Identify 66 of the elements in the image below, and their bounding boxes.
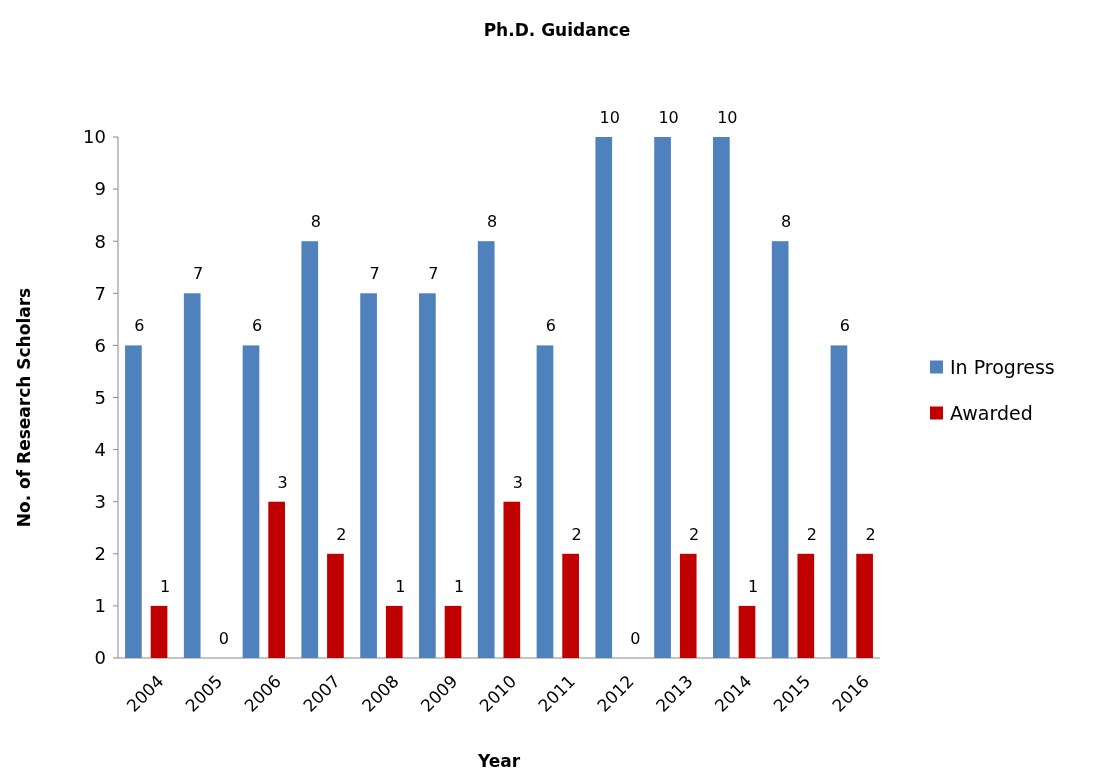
data-label: 1	[453, 576, 465, 596]
data-label: 8	[487, 212, 498, 232]
data-label: 10	[658, 108, 679, 127]
y-tick-label: 3	[94, 491, 106, 512]
data-label: 1	[159, 576, 171, 596]
legend-label: In Progress	[950, 356, 1055, 379]
data-label: 8	[310, 212, 321, 232]
data-label: 6	[545, 316, 557, 336]
bar	[595, 137, 613, 658]
data-label: 1	[395, 576, 406, 596]
bar	[797, 553, 815, 658]
y-tick-label: 0	[94, 647, 106, 669]
bar	[150, 605, 168, 658]
data-label: 2	[571, 524, 582, 544]
y-tick-label: 9	[94, 178, 106, 200]
data-label: 2	[689, 524, 700, 544]
bar	[327, 553, 344, 658]
data-label: 0	[630, 629, 641, 648]
data-label: 3	[277, 472, 288, 492]
bar	[536, 345, 554, 658]
bar	[654, 137, 671, 658]
bar	[444, 605, 462, 658]
bar	[419, 293, 436, 658]
bar	[830, 345, 848, 658]
bar	[301, 241, 319, 658]
y-tick-label: 4	[94, 438, 106, 460]
legend-label: Awarded	[950, 402, 1033, 425]
data-label: 10	[599, 108, 620, 127]
data-label: 6	[839, 316, 851, 336]
data-label: 7	[193, 264, 204, 284]
data-label: 2	[336, 524, 347, 544]
bar	[360, 293, 377, 658]
bar	[268, 501, 285, 658]
data-label: 10	[717, 108, 738, 127]
y-tick-label: 6	[94, 334, 106, 356]
data-label: 7	[428, 264, 439, 284]
data-label: 6	[134, 316, 145, 336]
bar	[856, 553, 873, 658]
chart-title: Ph.D. Guidance	[483, 20, 631, 40]
data-label: 3	[512, 472, 523, 492]
bar	[125, 345, 142, 658]
bar	[477, 241, 495, 658]
data-label: 0	[218, 629, 229, 648]
data-label: 2	[865, 524, 876, 544]
data-label: 6	[251, 316, 263, 336]
data-label: 7	[369, 264, 380, 284]
data-label: 2	[806, 524, 817, 544]
bar	[562, 553, 579, 658]
y-tick-label: 7	[94, 282, 106, 304]
x-axis-title: Year	[476, 751, 521, 771]
bar	[771, 241, 789, 658]
bar	[242, 345, 260, 658]
bar	[503, 501, 521, 658]
bar	[738, 605, 756, 658]
data-label: 1	[747, 576, 759, 596]
y-tick-label: 2	[94, 543, 106, 565]
y-tick-label: 5	[94, 386, 106, 408]
data-label: 8	[781, 212, 792, 232]
y-axis-title: No. of Research Scholars	[14, 287, 34, 528]
bar	[713, 137, 730, 658]
y-tick-label: 8	[94, 230, 106, 252]
bar	[679, 553, 697, 658]
y-tick-label: 1	[94, 595, 106, 617]
bar	[183, 293, 201, 658]
y-tick-label: 10	[83, 126, 106, 148]
bar	[385, 605, 403, 658]
